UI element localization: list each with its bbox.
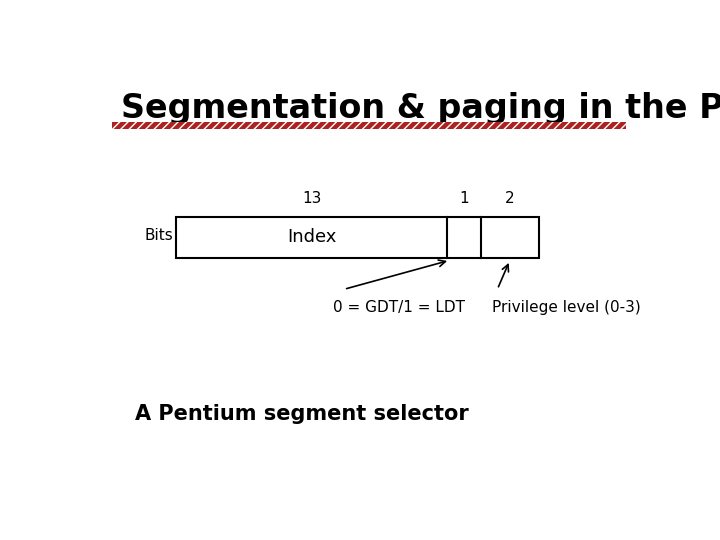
Bar	[112, 122, 626, 129]
Text: 1: 1	[459, 191, 469, 206]
Text: Segmentation & paging in the Pentium: Segmentation & paging in the Pentium	[121, 92, 720, 125]
Text: Index: Index	[287, 228, 336, 246]
Bar	[112, 122, 626, 129]
Bar	[176, 217, 539, 258]
Text: A Pentium segment selector: A Pentium segment selector	[135, 404, 469, 424]
Text: 13: 13	[302, 191, 322, 206]
Text: 0 = GDT/1 = LDT: 0 = GDT/1 = LDT	[333, 300, 464, 315]
Text: Bits: Bits	[145, 228, 174, 243]
Text: Privilege level (0-3): Privilege level (0-3)	[492, 300, 641, 315]
Text: 2: 2	[505, 191, 515, 206]
